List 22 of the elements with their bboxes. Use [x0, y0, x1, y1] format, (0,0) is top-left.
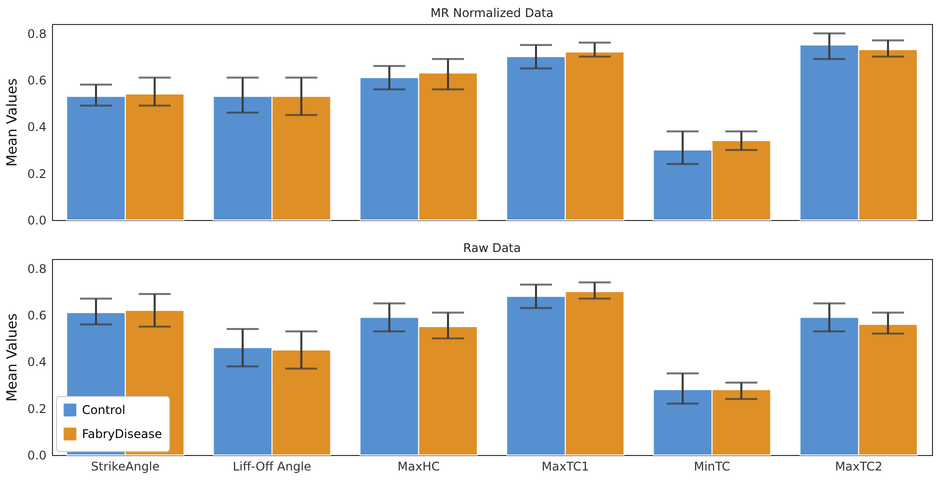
y-tick-label: 0.4 — [27, 355, 46, 370]
y-tick-label: 0.6 — [27, 74, 46, 88]
legend-label: FabryDisease — [82, 427, 162, 441]
y-tick-label: 0.4 — [27, 120, 46, 134]
y-axis-title: Mean Values — [4, 78, 20, 167]
chart-title: Raw Data — [463, 241, 521, 255]
y-tick-label: 0.8 — [27, 262, 46, 276]
x-tick-label: MaxHC — [398, 460, 440, 474]
x-tick-label: MaxTC1 — [542, 460, 590, 474]
y-tick-label: 0.6 — [27, 308, 46, 322]
y-tick-label: 0.8 — [27, 26, 46, 41]
legend-label: Control — [82, 403, 126, 417]
y-tick-label: 0.2 — [27, 402, 46, 416]
x-tick-label: MaxTC2 — [834, 460, 882, 474]
x-tick-label: Liff-Off Angle — [232, 460, 312, 474]
y-tick-label: 0.2 — [27, 166, 46, 181]
y-tick-label: 0.0 — [27, 448, 46, 462]
y-tick-label: 0.0 — [27, 214, 46, 228]
x-tick-label: MinTC — [694, 460, 730, 474]
y-axis-title: Mean Values — [4, 313, 20, 402]
chart-title: MR Normalized Data — [430, 6, 554, 20]
x-tick-label: StrikeAngle — [91, 460, 160, 474]
